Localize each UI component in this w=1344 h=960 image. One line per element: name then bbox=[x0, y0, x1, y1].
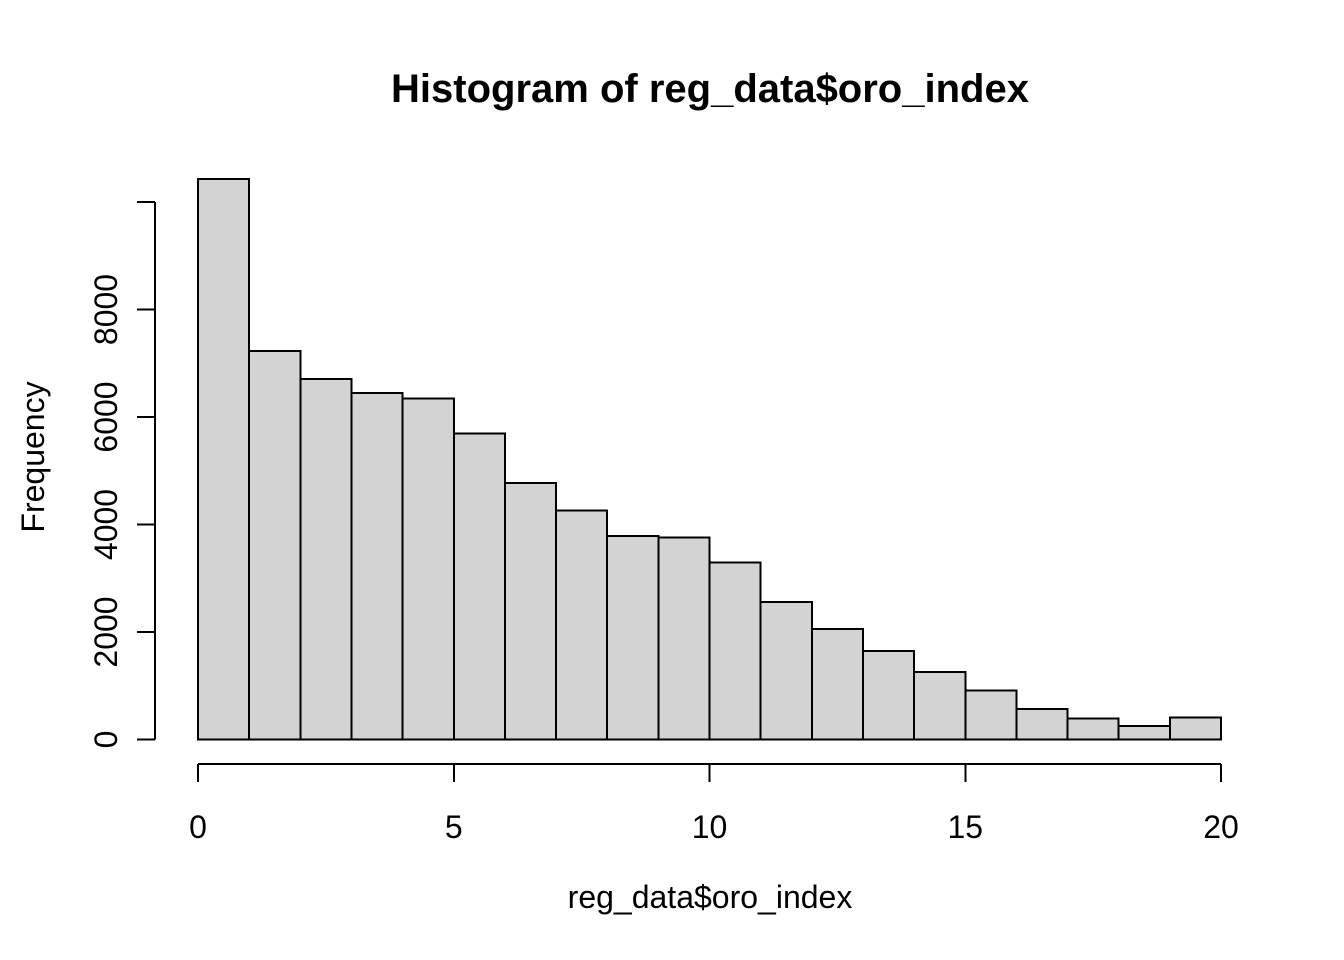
histogram-bar bbox=[401, 397, 455, 741]
histogram-bar bbox=[657, 536, 711, 741]
histogram-bar bbox=[1066, 717, 1120, 741]
histogram-bar bbox=[810, 627, 864, 741]
histogram-bar bbox=[1015, 707, 1069, 741]
histogram-bar bbox=[708, 561, 762, 741]
y-axis: 0 2000 4000 6000 8000 bbox=[88, 201, 156, 749]
histogram-bar bbox=[759, 600, 813, 741]
y-tick-label: 8000 bbox=[88, 274, 124, 345]
x-tick-label: 10 bbox=[692, 809, 728, 845]
histogram-bar bbox=[350, 391, 404, 741]
x-tick-label: 0 bbox=[189, 809, 207, 845]
y-tick-label: 4000 bbox=[88, 489, 124, 560]
y-tick-label: 2000 bbox=[88, 596, 124, 667]
histogram-bar bbox=[861, 649, 916, 741]
chart-title: Histogram of reg_data$oro_index bbox=[391, 67, 1029, 111]
histogram-bar bbox=[248, 349, 302, 741]
x-tick-label: 15 bbox=[947, 809, 983, 845]
histogram-bar bbox=[913, 670, 967, 741]
x-tick-label: 5 bbox=[445, 809, 463, 845]
histogram-bar bbox=[555, 509, 609, 741]
y-tick-label: 0 bbox=[88, 731, 124, 749]
x-axis-label: reg_data$oro_index bbox=[568, 879, 853, 915]
histogram-bar bbox=[1117, 725, 1171, 741]
bars-group bbox=[197, 177, 1222, 741]
histogram-bar bbox=[1168, 716, 1222, 741]
histogram-bar bbox=[452, 432, 506, 741]
x-tick-label: 20 bbox=[1203, 809, 1239, 845]
histogram-bar bbox=[606, 534, 660, 741]
histogram-bar bbox=[503, 482, 558, 741]
histogram-bar bbox=[964, 689, 1018, 741]
histogram-bar bbox=[197, 177, 251, 741]
y-axis-label: Frequency bbox=[15, 381, 51, 532]
histogram-bar bbox=[299, 377, 353, 741]
y-tick-label: 6000 bbox=[88, 381, 124, 452]
x-axis: 0 5 10 15 20 bbox=[189, 763, 1239, 845]
